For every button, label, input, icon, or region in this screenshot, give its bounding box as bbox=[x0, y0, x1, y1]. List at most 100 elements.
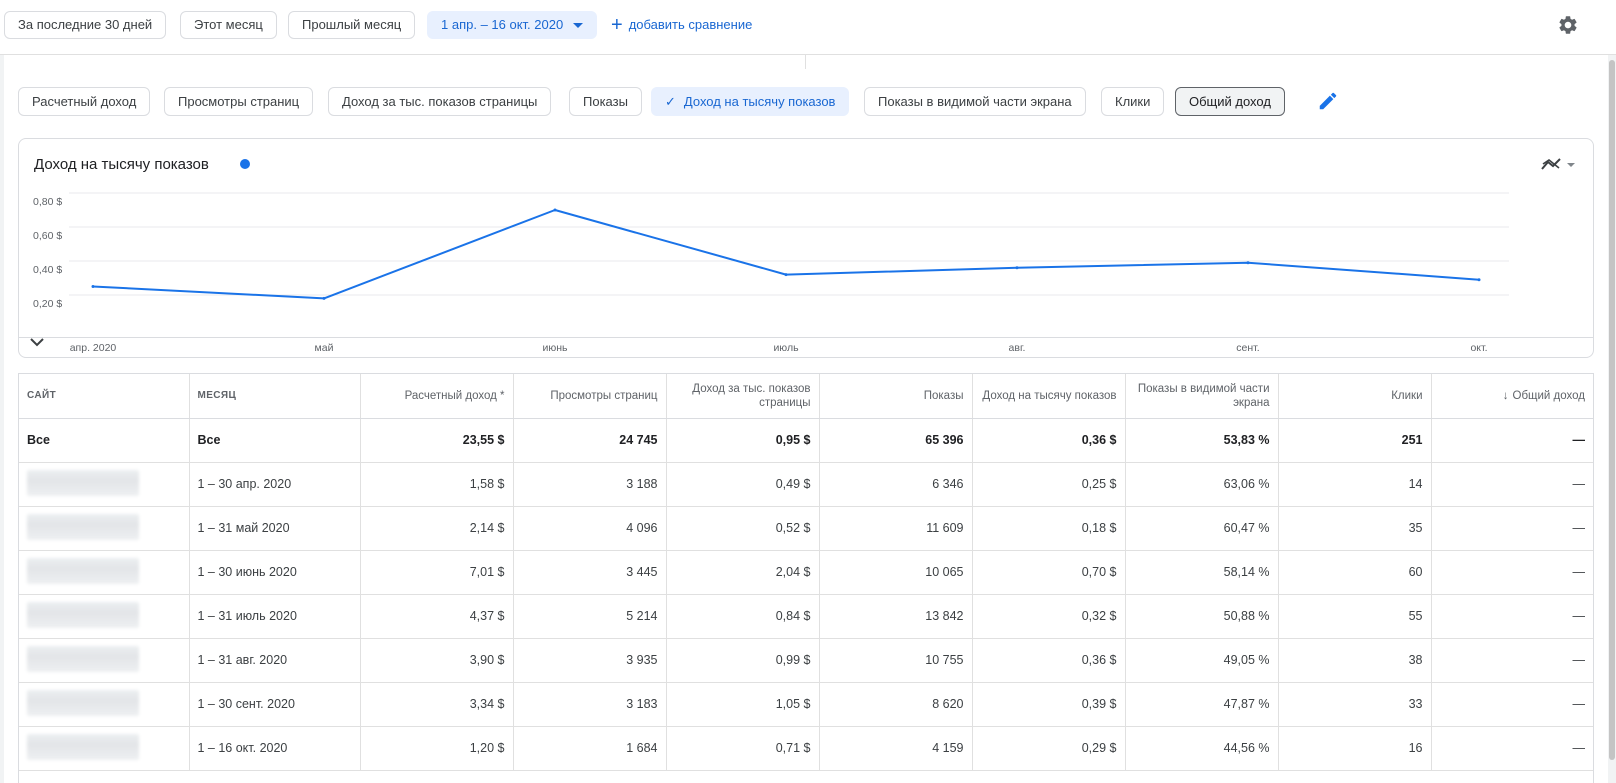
table-row: 1 – 16 окт. 2020 1,20 $1 684 0,71 $4 159 0,… bbox=[19, 726, 1593, 771]
date-range-label: 1 апр. – 16 окт. 2020 bbox=[441, 17, 564, 32]
table-cell: 0,52 $ bbox=[666, 506, 820, 551]
table-cell: 0,32 $ bbox=[972, 594, 1126, 639]
table-cell: 38 bbox=[1278, 638, 1432, 683]
preset-last-month-button[interactable]: Прошлый месяц bbox=[288, 11, 416, 39]
table-cell: 13 842 bbox=[819, 594, 973, 639]
redacted-site-name bbox=[27, 689, 139, 716]
metric-chip-impressions[interactable]: Показы bbox=[569, 87, 642, 116]
site-cell-redacted bbox=[19, 506, 190, 551]
table-row: 1 – 30 сент. 2020 3,34 $3 183 1,05 $8 620 0… bbox=[19, 682, 1593, 727]
chart-type-toggle[interactable] bbox=[1540, 155, 1580, 175]
gear-icon[interactable] bbox=[1557, 14, 1579, 36]
chevron-down-icon[interactable] bbox=[29, 336, 45, 348]
table-cell: 44,56 % bbox=[1125, 726, 1279, 771]
chart-axis-divider bbox=[19, 337, 1593, 338]
metric-chip-estimated-revenue[interactable]: Расчетный доход bbox=[18, 87, 151, 116]
pencil-icon[interactable] bbox=[1317, 90, 1339, 112]
series-color-dot bbox=[240, 159, 250, 169]
column-header-site[interactable]: САЙТ bbox=[19, 374, 190, 419]
column-header-page-views[interactable]: Просмотры страниц bbox=[513, 374, 667, 419]
scrollbar-thumb[interactable] bbox=[1609, 60, 1615, 760]
x-tick-label: июнь bbox=[542, 342, 568, 354]
table-cell: 1,20 $ bbox=[360, 726, 514, 771]
line-chart: 0,80 $ 0,60 $ 0,40 $ 0,20 $ апр. 2020 май июн… bbox=[33, 192, 1509, 354]
preset-this-month-button[interactable]: Этот месяц bbox=[180, 11, 277, 39]
redacted-site-name bbox=[27, 645, 139, 672]
table-cell: 251 bbox=[1278, 418, 1432, 463]
table-row: 1 – 31 июль 2020 4,37 $5 214 0,84 $13 842 0… bbox=[19, 594, 1593, 639]
left-gutter bbox=[0, 55, 4, 783]
x-tick-label: окт. bbox=[1470, 342, 1487, 354]
data-point bbox=[1246, 261, 1250, 265]
chevron-down-icon bbox=[1567, 163, 1575, 167]
column-header-month[interactable]: МЕСЯЦ bbox=[189, 374, 361, 419]
table-cell: 4 096 bbox=[513, 506, 667, 551]
data-point bbox=[1015, 266, 1019, 270]
data-point bbox=[784, 273, 788, 277]
x-tick-label: июль bbox=[773, 342, 799, 354]
redacted-site-name bbox=[27, 733, 139, 760]
table-cell: 49,05 % bbox=[1125, 638, 1279, 683]
table-cell: 3 445 bbox=[513, 550, 667, 595]
arrow-down-icon: ↓ bbox=[1502, 389, 1509, 402]
table-cell: 0,25 $ bbox=[972, 462, 1126, 507]
table-cell: 3,34 $ bbox=[360, 682, 514, 727]
metric-chip-clicks[interactable]: Клики bbox=[1101, 87, 1165, 116]
table-cell: 0,49 $ bbox=[666, 462, 820, 507]
series-line bbox=[92, 209, 1480, 300]
table-cell: 53,83 % bbox=[1125, 418, 1279, 463]
table-cell: 3 935 bbox=[513, 638, 667, 683]
column-header-clicks[interactable]: Клики bbox=[1278, 374, 1432, 419]
table-cell: Все bbox=[189, 418, 361, 463]
table-cell: 1 – 30 июнь 2020 bbox=[189, 550, 361, 595]
column-header-page-rpm[interactable]: Доход за тыс. показов страницы bbox=[666, 374, 820, 419]
column-header-impression-rpm[interactable]: Доход на тысячу показов bbox=[972, 374, 1126, 419]
table-cell: 16 bbox=[1278, 726, 1432, 771]
site-cell-redacted bbox=[19, 550, 190, 595]
table-cell: 0,18 $ bbox=[972, 506, 1126, 551]
table-row: 1 – 31 май 2020 2,14 $4 096 0,52 $11 609 0,… bbox=[19, 506, 1593, 551]
table-cell: 0,95 $ bbox=[666, 418, 820, 463]
report-table: САЙТ МЕСЯЦ Расчетный доход * Просмотры с… bbox=[18, 373, 1594, 783]
table-cell: 0,36 $ bbox=[972, 418, 1126, 463]
preset-last-30-days-button[interactable]: За последние 30 дней bbox=[4, 11, 167, 39]
column-header-estimated-revenue[interactable]: Расчетный доход * bbox=[360, 374, 514, 419]
date-range-bar: За последние 30 дней Этот месяц Прошлый … bbox=[0, 0, 1616, 55]
table-cell: — bbox=[1431, 462, 1593, 507]
y-tick-label: 0,80 $ bbox=[33, 196, 62, 208]
caret-down-icon bbox=[573, 23, 584, 29]
table-cell: 0,70 $ bbox=[972, 550, 1126, 595]
table-row: 1 – 30 апр. 2020 1,58 $3 188 0,49 $6 346 0,… bbox=[19, 462, 1593, 507]
table-cell: — bbox=[1431, 550, 1593, 595]
table-cell: 2,04 $ bbox=[666, 550, 820, 595]
table-cell: 4,37 $ bbox=[360, 594, 514, 639]
table-cell: 5 214 bbox=[513, 594, 667, 639]
table-cell: 3,90 $ bbox=[360, 638, 514, 683]
table-cell: 58,14 % bbox=[1125, 550, 1279, 595]
table-cell: 2,14 $ bbox=[360, 506, 514, 551]
table-cell: Все bbox=[19, 418, 190, 463]
metric-chip-page-views[interactable]: Просмотры страниц bbox=[164, 87, 314, 116]
metric-chip-page-rpm[interactable]: Доход за тыс. показов страницы bbox=[328, 87, 552, 116]
metric-chip-impression-rpm[interactable]: ✓ Доход на тысячу показов bbox=[651, 87, 850, 116]
table-cell: 6 346 bbox=[819, 462, 973, 507]
add-comparison-label: добавить сравнение bbox=[628, 17, 753, 32]
column-header-impressions[interactable]: Показы bbox=[819, 374, 973, 419]
column-header-viewable-impressions[interactable]: Показы в видимой части экрана bbox=[1125, 374, 1279, 419]
site-cell-redacted bbox=[19, 594, 190, 639]
table-total-row: Все Все 23,55 $ 24 745 0,95 $ 65 396 0,3… bbox=[19, 418, 1593, 463]
add-comparison-button[interactable]: + добавить сравнение bbox=[611, 11, 752, 39]
site-cell-redacted bbox=[19, 462, 190, 507]
column-header-total-revenue[interactable]: ↓ Общий доход bbox=[1431, 374, 1593, 419]
check-icon: ✓ bbox=[665, 94, 676, 109]
date-range-picker[interactable]: 1 апр. – 16 окт. 2020 bbox=[427, 11, 598, 39]
table-cell: 1 – 31 май 2020 bbox=[189, 506, 361, 551]
x-tick-label: авг. bbox=[1009, 342, 1026, 354]
table-cell: — bbox=[1431, 418, 1593, 463]
table-cell: 1 – 16 окт. 2020 bbox=[189, 726, 361, 771]
table-cell: 0,99 $ bbox=[666, 638, 820, 683]
table-row: 1 – 31 авг. 2020 3,90 $3 935 0,99 $10 755 0… bbox=[19, 638, 1593, 683]
metric-chip-total-revenue[interactable]: Общий доход bbox=[1175, 87, 1285, 116]
metric-chip-viewable-impressions[interactable]: Показы в видимой части экрана bbox=[864, 87, 1086, 116]
table-cell: 1,58 $ bbox=[360, 462, 514, 507]
